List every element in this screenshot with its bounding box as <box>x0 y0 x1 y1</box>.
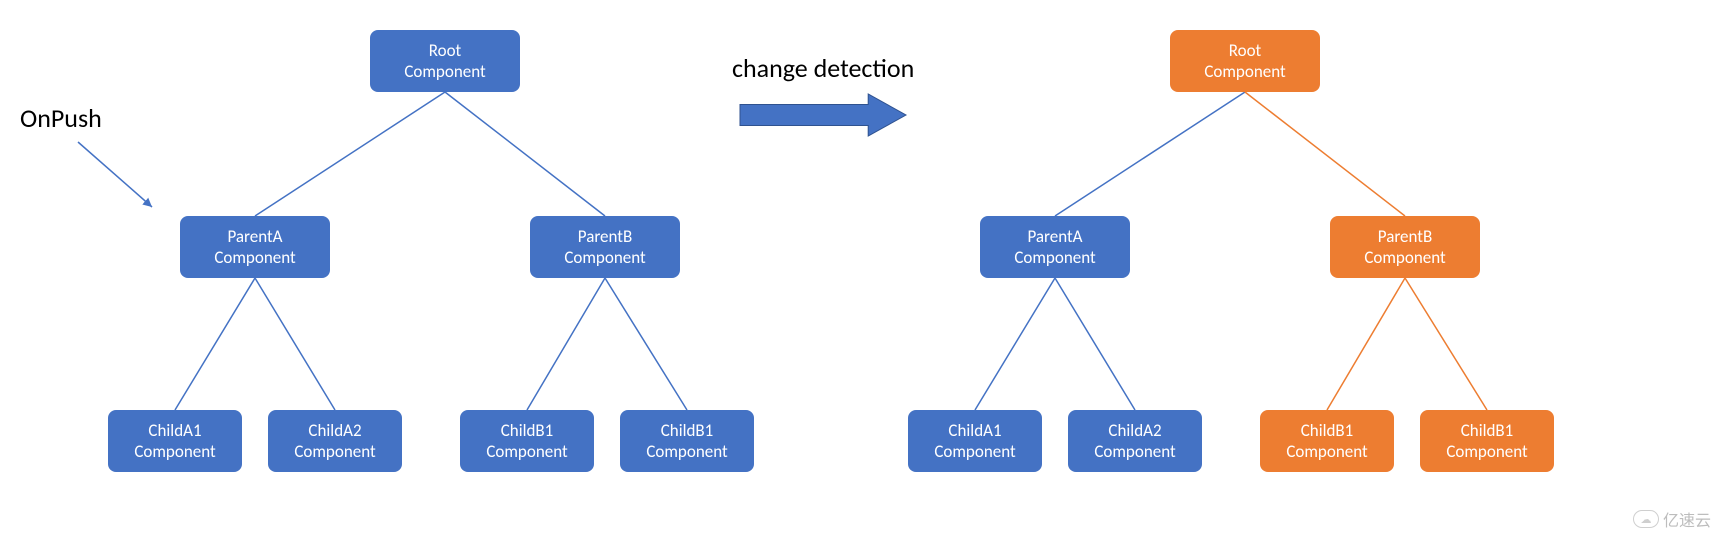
node-r-cb2: ChildB1Component <box>1420 410 1554 472</box>
node-l-root: RootComponent <box>370 30 520 92</box>
node-l-ca1: ChildA1Component <box>108 410 242 472</box>
cloud-icon: ☁ <box>1633 510 1659 528</box>
onpush-pointer <box>78 142 152 207</box>
change-detection-arrow <box>740 94 906 136</box>
edge <box>1055 92 1245 216</box>
watermark: ☁ 亿速云 <box>1633 507 1711 531</box>
edge <box>1405 278 1487 410</box>
node-r-root: RootComponent <box>1170 30 1320 92</box>
edge <box>1055 278 1135 410</box>
node-l-cb1: ChildB1Component <box>460 410 594 472</box>
edge <box>1327 278 1405 410</box>
watermark-text: 亿速云 <box>1663 507 1711 531</box>
edge <box>255 92 445 216</box>
node-l-cb2: ChildB1Component <box>620 410 754 472</box>
edge <box>255 278 335 410</box>
edge <box>527 278 605 410</box>
node-r-ca2: ChildA2Component <box>1068 410 1202 472</box>
node-r-ca1: ChildA1Component <box>908 410 1042 472</box>
edge <box>1245 92 1405 216</box>
edge <box>605 278 687 410</box>
node-l-pa: ParentAComponent <box>180 216 330 278</box>
edge <box>445 92 605 216</box>
edge <box>175 278 255 410</box>
node-r-cb1: ChildB1Component <box>1260 410 1394 472</box>
label-changedet: change detection <box>732 52 914 84</box>
node-r-pb: ParentBComponent <box>1330 216 1480 278</box>
node-r-pa: ParentAComponent <box>980 216 1130 278</box>
edge <box>975 278 1055 410</box>
label-onpush: OnPush <box>20 102 102 134</box>
node-l-ca2: ChildA2Component <box>268 410 402 472</box>
node-l-pb: ParentBComponent <box>530 216 680 278</box>
